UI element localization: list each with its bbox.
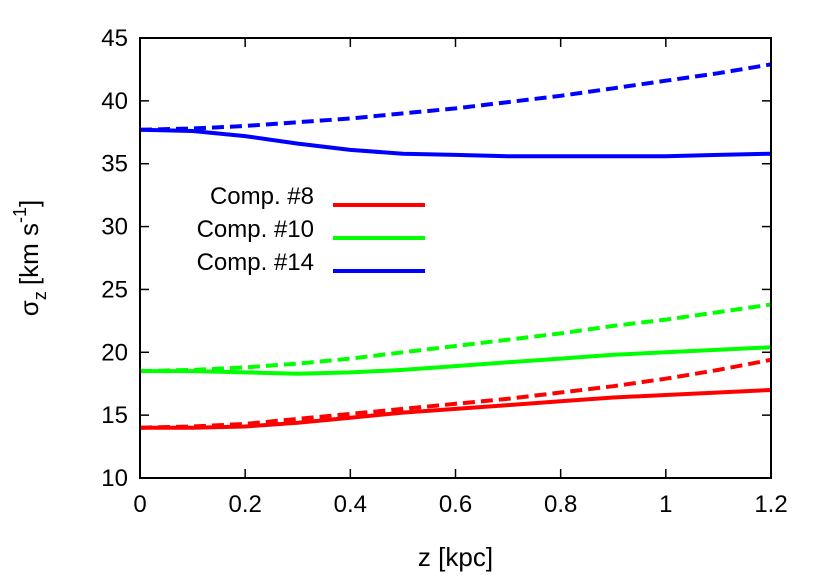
y-axis-unit: [km s — [14, 223, 44, 285]
y-tick-label: 20 — [101, 339, 128, 366]
legend-label: Comp. #8 — [210, 183, 314, 210]
series-line-solid — [139, 127, 772, 159]
x-tick-label: 1.2 — [754, 491, 787, 518]
legend-label: Comp. #10 — [197, 216, 314, 243]
x-tick-label: 0 — [133, 491, 146, 518]
y-tick-label: 30 — [101, 214, 128, 241]
series-line-dashed — [139, 357, 772, 430]
y-axis-unit-close: ] — [14, 200, 44, 207]
y-tick-label: 15 — [101, 402, 128, 429]
y-axis-unit-exponent: -1 — [10, 207, 30, 223]
svg-text:σz[km s-1]: σz [km s-1] — [10, 200, 50, 316]
x-axis-label: z [kpc] — [418, 542, 493, 572]
x-tick-label: 0.2 — [228, 491, 261, 518]
series-layer — [139, 62, 772, 430]
x-tick-label: 0.8 — [544, 491, 577, 518]
y-tick-label: 25 — [101, 276, 128, 303]
y-axis-subscript: z — [30, 291, 50, 300]
series-line-solid — [140, 345, 772, 376]
series-line-dashed — [139, 302, 772, 374]
x-tick-label: 0.4 — [334, 491, 367, 518]
y-tick-label: 35 — [101, 151, 128, 178]
y-tick-label: 10 — [101, 465, 128, 492]
y-tick-label: 40 — [101, 88, 128, 115]
tick-labels: 0 0.2 0.4 0.6 0.8 1 1.2 10 15 20 25 30 35 40 45 — [101, 25, 787, 518]
y-axis-symbol: σ — [14, 300, 44, 316]
y-tick-label: 45 — [101, 25, 128, 52]
y-axis-label: σz [km s-1] — [10, 200, 50, 316]
legend-label: Comp. #14 — [197, 249, 314, 276]
series-line-solid — [140, 388, 772, 430]
plot-frame — [139, 37, 772, 479]
x-tick-label: 1 — [659, 491, 672, 518]
series-line-dashed — [139, 62, 772, 132]
legend: Comp. #8 Comp. #10 Comp. #14 — [197, 183, 425, 276]
x-tick-label: 0.6 — [439, 491, 472, 518]
